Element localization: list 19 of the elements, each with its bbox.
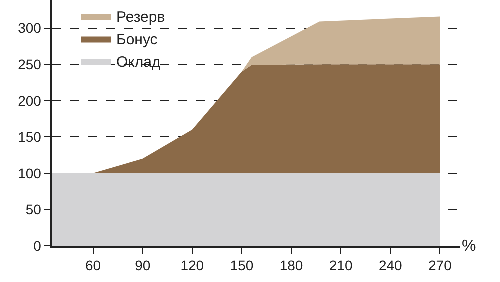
y-tick-label: 100 (18, 165, 42, 182)
y-tick-label: 0 (34, 238, 42, 254)
y-tick-label: 50 (26, 202, 42, 218)
y-tick-label: 150 (18, 129, 42, 146)
x-tick-label: 60 (86, 258, 102, 274)
y-tick-label: 300 (18, 20, 42, 36)
x-tick-label: 270 (428, 258, 452, 274)
x-tick-label: 210 (329, 258, 353, 274)
x-axis-title: % (462, 238, 476, 255)
x-tick-label: 120 (180, 258, 204, 274)
legend-label: Бонус (116, 32, 158, 49)
x-tick-label: 240 (378, 258, 403, 274)
x-tick-label: 150 (230, 258, 254, 274)
x-tick-label: 90 (135, 258, 151, 274)
legend-label: Резерв (116, 9, 166, 26)
x-tick-label: 180 (280, 258, 304, 274)
y-tick-label: 200 (18, 92, 42, 109)
y-tick-label: 250 (18, 56, 42, 72)
legend-label: Оклад (116, 54, 161, 72)
